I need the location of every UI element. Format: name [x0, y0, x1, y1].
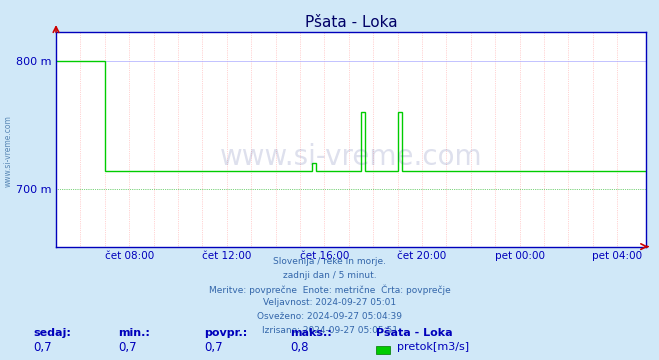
- Text: min.:: min.:: [119, 328, 150, 338]
- Text: Pšata - Loka: Pšata - Loka: [376, 328, 452, 338]
- Text: 0,8: 0,8: [290, 341, 308, 354]
- Text: Slovenija / reke in morje.: Slovenija / reke in morje.: [273, 257, 386, 266]
- Text: sedaj:: sedaj:: [33, 328, 71, 338]
- Text: Meritve: povprečne  Enote: metrične  Črta: povprečje: Meritve: povprečne Enote: metrične Črta:…: [209, 285, 450, 295]
- Text: www.si-vreme.com: www.si-vreme.com: [219, 143, 482, 171]
- Text: 0,7: 0,7: [204, 341, 223, 354]
- Text: povpr.:: povpr.:: [204, 328, 248, 338]
- Text: 0,7: 0,7: [119, 341, 137, 354]
- Text: Veljavnost: 2024-09-27 05:01: Veljavnost: 2024-09-27 05:01: [263, 298, 396, 307]
- Text: maks.:: maks.:: [290, 328, 331, 338]
- Text: pretok[m3/s]: pretok[m3/s]: [397, 342, 469, 352]
- Title: Pšata - Loka: Pšata - Loka: [304, 15, 397, 30]
- Text: www.si-vreme.com: www.si-vreme.com: [3, 115, 13, 187]
- Text: 0,7: 0,7: [33, 341, 51, 354]
- Text: Izrisano: 2024-09-27 05:05:51: Izrisano: 2024-09-27 05:05:51: [262, 326, 397, 335]
- Text: Osveženo: 2024-09-27 05:04:39: Osveženo: 2024-09-27 05:04:39: [257, 312, 402, 321]
- Text: zadnji dan / 5 minut.: zadnji dan / 5 minut.: [283, 271, 376, 280]
